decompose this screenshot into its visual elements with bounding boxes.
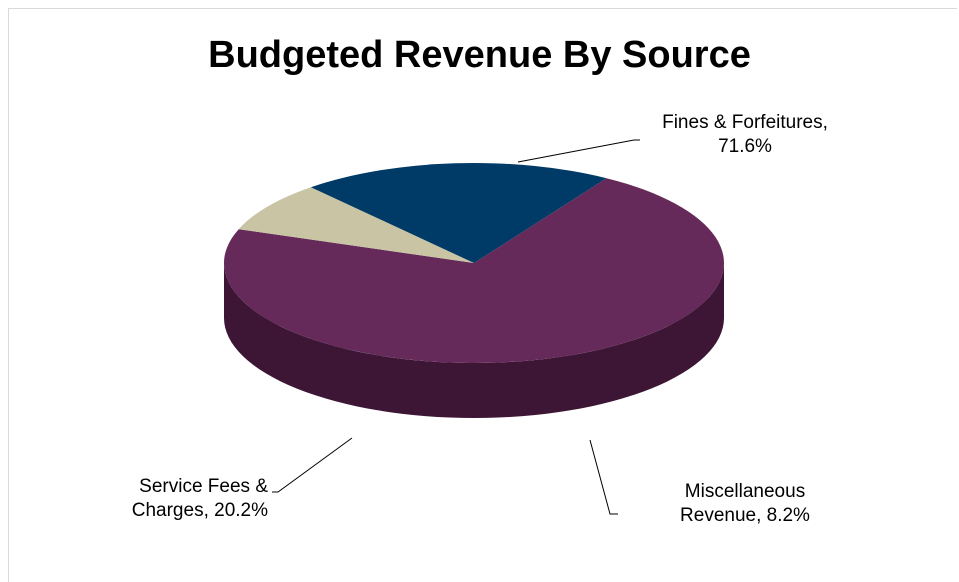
slice-miscellaneous-revenue <box>238 187 474 263</box>
data-label-fines-forfeitures: Fines & Forfeitures, 71.6% <box>662 112 828 157</box>
slice-fines-forfeitures <box>224 178 724 363</box>
data-label-miscellaneous-revenue: Miscellaneous Revenue, 8.2% <box>680 481 810 526</box>
slice-side-fines-forfeitures <box>224 263 724 418</box>
chart-frame <box>8 8 957 582</box>
data-label-service-fees-charges: Service Fees & Charges, 20.2% <box>132 476 269 521</box>
slice-service-fees-charges <box>310 162 607 263</box>
leader-line-fines-forfeitures <box>517 139 640 163</box>
leader-line-miscellaneous-revenue <box>589 439 618 515</box>
leader-line-service-fees-charges <box>272 437 353 493</box>
chart-title: Budgeted Revenue By Source <box>208 34 751 76</box>
